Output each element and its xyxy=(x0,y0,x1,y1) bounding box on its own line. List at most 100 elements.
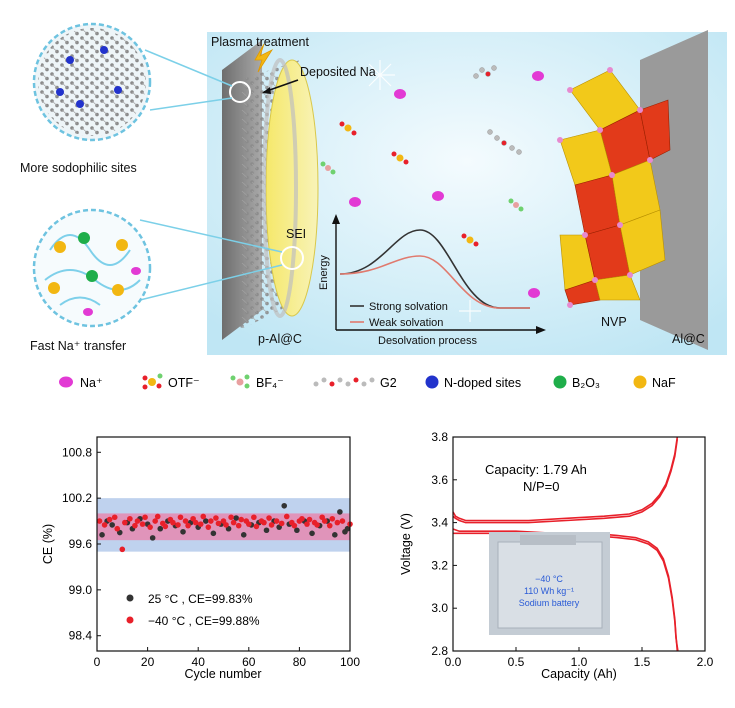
ce-point-40c xyxy=(114,525,121,532)
otf-icon xyxy=(142,373,163,390)
sodophilic-caption: More sodophilic sites xyxy=(20,161,137,175)
ce-ytick-label: 99.0 xyxy=(69,583,93,597)
naf-icon xyxy=(633,375,647,389)
ce-point-40c xyxy=(122,519,128,526)
legend-b2o3: B₂O₃ xyxy=(572,376,600,390)
ce-point-40c xyxy=(170,519,176,526)
ce-legend-marker-40c xyxy=(126,616,134,624)
ce-point-25c xyxy=(281,502,288,509)
inset-ylabel: Energy xyxy=(318,255,330,290)
ce-point-40c xyxy=(266,515,272,521)
plasma-treatment-label: Plasma treatment xyxy=(211,35,309,49)
na-ion-icon xyxy=(59,376,73,388)
ce-point-40c xyxy=(299,515,305,522)
capacity-annotation: Capacity: 1.79 Ah xyxy=(485,462,587,477)
legend-na: Na⁺ xyxy=(80,376,103,390)
ce-xtick-label: 20 xyxy=(141,655,155,669)
ce-point-40c xyxy=(215,520,222,527)
ce-point-40c xyxy=(329,515,336,522)
ce-point-40c xyxy=(197,521,204,527)
voltage-xtick-label: 2.0 xyxy=(697,655,714,669)
ce-point-25c xyxy=(157,525,164,532)
arrow-head-icon xyxy=(262,87,271,94)
ce-point-25c xyxy=(149,535,156,541)
voltage-xtick-label: 1.0 xyxy=(571,655,588,669)
ce-point-40c xyxy=(334,519,341,526)
deposited-na-label: Deposited Na xyxy=(300,65,376,79)
voltage-ytick-label: 2.8 xyxy=(431,644,448,658)
ce-point-40c xyxy=(142,514,148,521)
ce-point-40c xyxy=(162,523,169,530)
voltage-curve-charge xyxy=(452,436,679,522)
voltage-ylabel: Voltage (V) xyxy=(399,513,413,575)
species-legend: Na⁺ OTF⁻ BF₄⁻ G2 N-doped sites B₂O₃ NaF xyxy=(59,373,676,390)
b2o3-icon xyxy=(553,375,567,389)
anode-label: p-Al@C xyxy=(258,332,302,346)
ce-point-40c xyxy=(111,514,118,521)
ce-point-25c xyxy=(109,522,115,528)
voltage-xtick-label: 0.0 xyxy=(445,655,462,669)
ce-xtick-label: 80 xyxy=(293,655,307,669)
inset-legend-strong: Strong solvation xyxy=(369,301,448,313)
battery-photo: −40 °C 110 Wh kg⁻¹ Sodium battery xyxy=(489,532,610,635)
callout-ring-bottom xyxy=(280,246,304,270)
transfer-caption: Fast Na⁺ transfer xyxy=(30,339,126,353)
otf-molecule-icons xyxy=(339,121,479,247)
voltage-chart: 0.0 0.5 1.0 1.5 2.0 2.8 3.0 3.2 3.4 3.6 3.8 Capaci… xyxy=(399,430,714,681)
ce-ytick-label: 100.2 xyxy=(62,491,92,505)
ndoped-icon xyxy=(425,375,439,389)
ce-point-40c xyxy=(291,522,298,529)
ce-point-40c xyxy=(321,518,328,524)
ce-point-25c xyxy=(294,527,300,534)
voltage-ytick-label: 3.4 xyxy=(431,516,448,530)
voltage-xtick-label: 0.5 xyxy=(508,655,525,669)
ce-point-40c xyxy=(278,520,285,527)
legend-g2: G2 xyxy=(380,376,397,390)
ce-point-40c xyxy=(200,513,207,520)
ce-point-40c xyxy=(96,518,103,524)
callout-line xyxy=(149,97,233,111)
legend-otf: OTF⁻ xyxy=(168,376,200,390)
na-ion-icons xyxy=(349,71,544,298)
ce-point-40c xyxy=(304,521,310,527)
voltage-ytick-label: 3.8 xyxy=(431,430,448,444)
ce-point-40c xyxy=(127,515,133,522)
ce-point-40c xyxy=(134,518,141,524)
ce-ytick-label: 99.6 xyxy=(69,537,93,551)
bf4-molecule-icons xyxy=(320,161,524,212)
ce-point-40c xyxy=(235,522,242,529)
weak-solvation-curve xyxy=(339,255,530,309)
ce-point-25c xyxy=(240,532,247,538)
callout-line xyxy=(144,49,233,87)
energy-inset: Energy Desolvation process Strong solvat… xyxy=(318,214,546,347)
ce-xtick-label: 40 xyxy=(192,655,206,669)
voltage-xlabel: Capacity (Ah) xyxy=(541,667,617,681)
inset-xlabel: Desolvation process xyxy=(378,335,478,347)
ce-point-40c xyxy=(228,514,234,521)
ce-point-40c xyxy=(223,522,229,528)
legend-naf: NaF xyxy=(652,376,676,390)
callout-line xyxy=(139,264,283,301)
schematic: Plasma treatment Deposited Na SEI p-Al@C… xyxy=(20,22,727,355)
np-annotation: N/P=0 xyxy=(523,479,560,494)
ce-ytick-label: 98.4 xyxy=(69,629,93,643)
ce-point-40c xyxy=(192,519,199,526)
voltage-xtick-label: 1.5 xyxy=(634,655,651,669)
callout-line xyxy=(139,219,283,253)
ce-point-40c xyxy=(251,514,257,521)
ce-point-40c xyxy=(238,516,245,523)
bf4-icon xyxy=(230,374,250,389)
sei-edge xyxy=(262,58,298,318)
ce-point-40c xyxy=(152,518,158,524)
ce-chart: 0 20 40 60 80 100 98.4 99.0 99.6 100.2 100.8 Cycle… xyxy=(41,436,360,681)
voltage-curve-charge-2 xyxy=(452,438,679,524)
zoom-ndoped-graphene xyxy=(32,22,152,142)
ce-xlabel: Cycle number xyxy=(184,667,261,681)
ce-point-40c xyxy=(205,524,212,530)
cathode-label: Al@C xyxy=(672,332,705,346)
ce-point-40c xyxy=(306,516,313,523)
ce-point-40c xyxy=(208,518,214,524)
ce-point-40c xyxy=(326,522,333,529)
voltage-ytick-label: 3.0 xyxy=(431,601,448,615)
ce-point-40c xyxy=(106,516,113,523)
